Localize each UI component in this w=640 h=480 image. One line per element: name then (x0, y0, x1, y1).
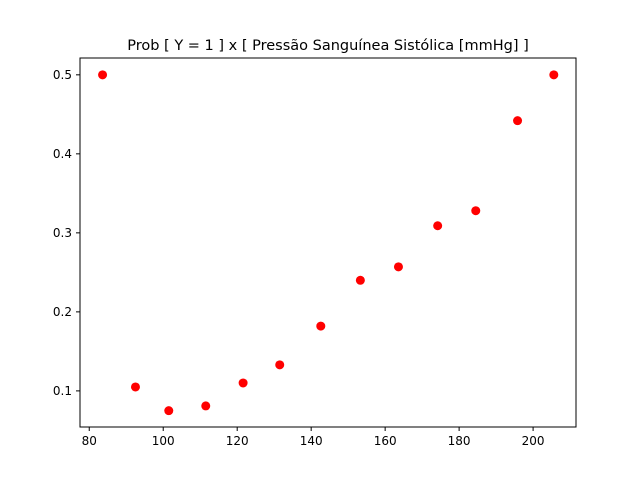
y-tick-label: 0.3 (53, 226, 72, 240)
y-tick-label: 0.4 (53, 147, 72, 161)
data-point (316, 321, 326, 331)
x-tick-label: 200 (522, 434, 545, 448)
y-tick-label: 0.5 (53, 68, 72, 82)
data-point (393, 262, 403, 272)
data-point (355, 275, 365, 285)
data-point (130, 382, 140, 392)
x-tick-label: 120 (226, 434, 249, 448)
x-tick-label: 80 (82, 434, 97, 448)
data-point (549, 70, 559, 80)
data-point (275, 360, 285, 370)
data-point (164, 406, 174, 416)
data-point (238, 378, 248, 388)
y-tick-label: 0.1 (53, 384, 72, 398)
x-tick-label: 160 (374, 434, 397, 448)
data-point (471, 206, 481, 216)
data-point (98, 70, 108, 80)
y-tick-label: 0.2 (53, 305, 72, 319)
x-tick-label: 100 (152, 434, 175, 448)
data-point (513, 116, 523, 126)
chart-title: Prob [ Y = 1 ] x [ Pressão Sanguínea Sis… (127, 38, 529, 54)
x-tick-label: 180 (448, 434, 471, 448)
data-point (201, 401, 211, 411)
x-tick-label: 140 (300, 434, 323, 448)
data-point (433, 221, 443, 231)
axes-frame (79, 57, 577, 428)
plot-area: 80 100 120 140 160 180 200 0.1 0.2 0.3 0.4 0.5 (53, 57, 577, 448)
